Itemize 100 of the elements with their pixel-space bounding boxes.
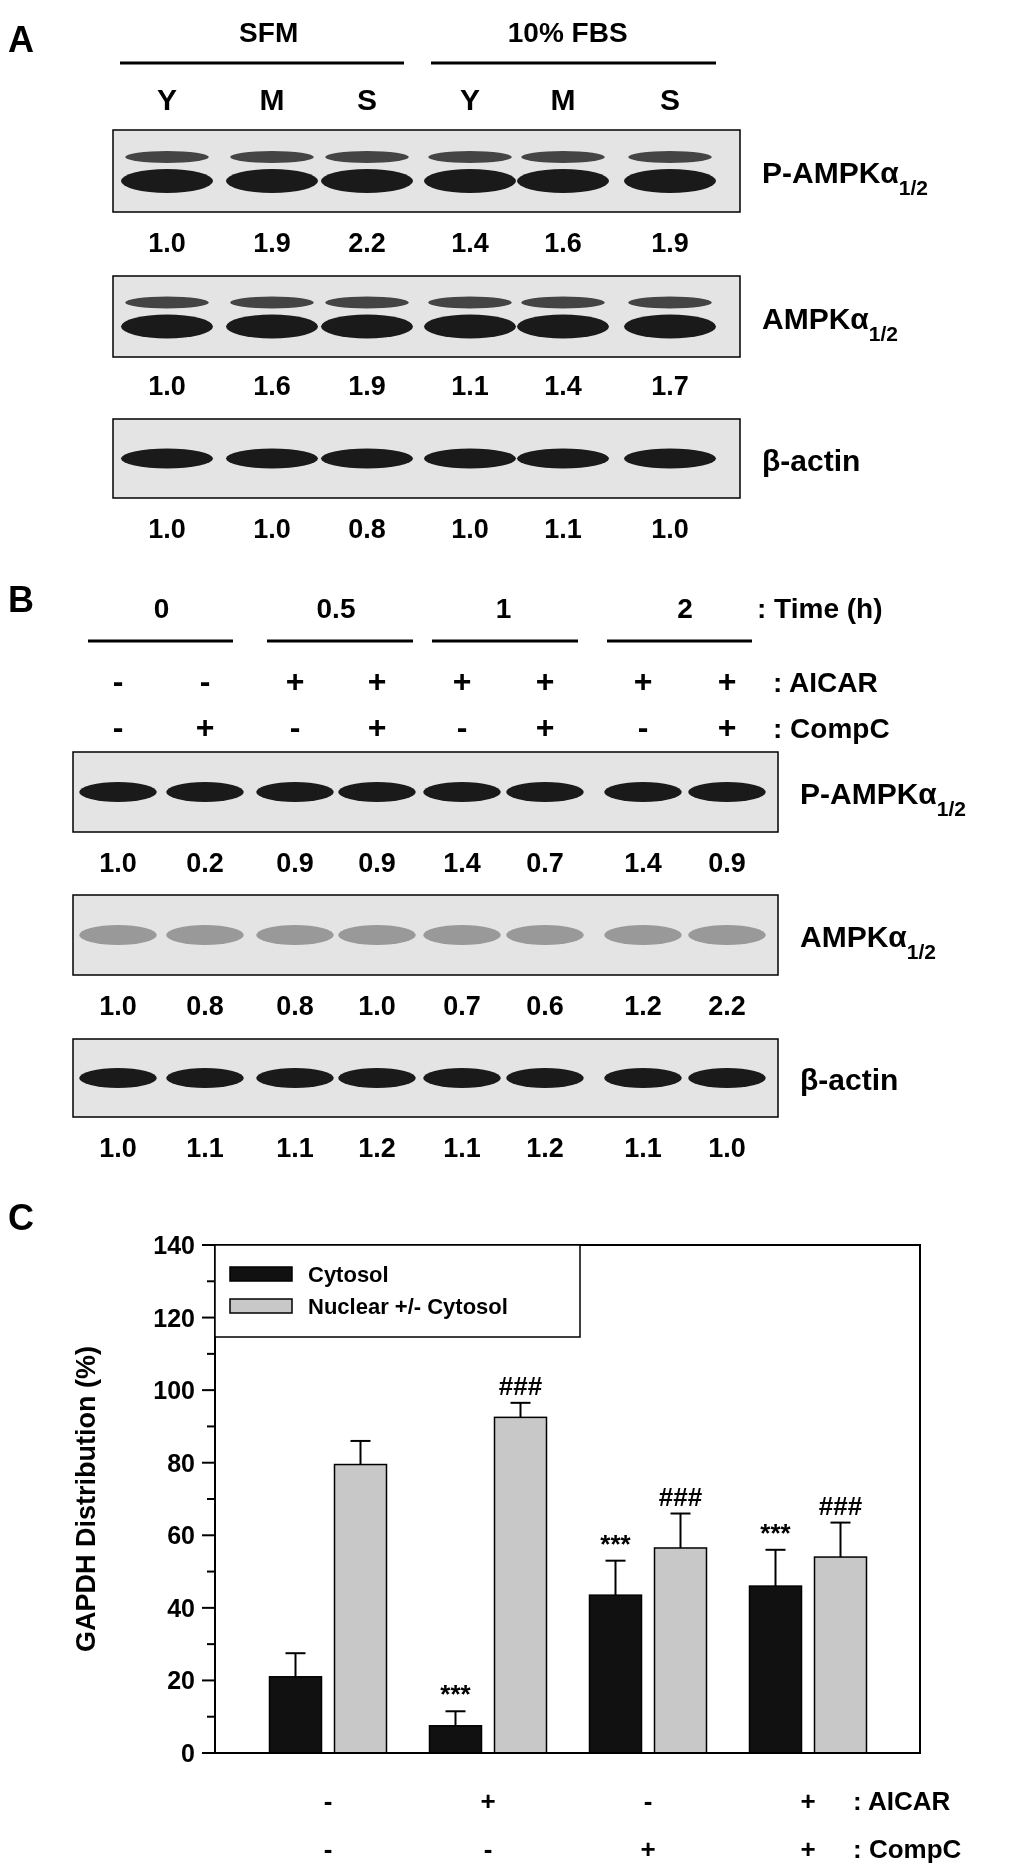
- y-tick-label: 60: [167, 1521, 195, 1550]
- legend-label: Cytosol: [308, 1262, 389, 1287]
- data-label: 1.7: [651, 371, 689, 401]
- data-label: 1.2: [624, 991, 662, 1021]
- text: : CompC: [773, 713, 890, 744]
- chart-title: C: [8, 1197, 34, 1238]
- text: +: [800, 1786, 816, 1816]
- legend-label: AMPKα$_{1/2}$: [762, 301, 898, 344]
- data-label: 1.2: [358, 1133, 396, 1163]
- data-label: 1.0: [148, 228, 186, 258]
- data-label: 0.8: [348, 514, 386, 544]
- data-label: 0.9: [708, 848, 746, 878]
- data-label: 1.4: [624, 848, 662, 878]
- legend-label: P-AMPKα$_{1/2}$: [800, 777, 966, 820]
- text: 2: [677, 593, 693, 624]
- category-label: +: [717, 709, 737, 745]
- data-label: 1.0: [99, 991, 137, 1021]
- category-label: -: [112, 709, 124, 745]
- y-tick-label: 20: [167, 1666, 195, 1695]
- data-label: 1.6: [544, 228, 582, 258]
- category-label: -: [289, 709, 301, 745]
- text: B: [8, 579, 34, 620]
- legend-label: β-actin: [762, 443, 861, 477]
- data-label: 2.2: [708, 991, 746, 1021]
- data-label: 1.0: [358, 991, 396, 1021]
- text: +: [452, 663, 472, 699]
- data-label: 1.0: [708, 1133, 746, 1163]
- text: SFM: [239, 17, 299, 48]
- text: +: [367, 663, 387, 699]
- text: +: [285, 663, 305, 699]
- y-tick-label: 120: [153, 1303, 195, 1332]
- category-label: -: [456, 709, 468, 745]
- data-label: ###: [498, 1370, 543, 1401]
- data-label: 0.9: [276, 848, 314, 878]
- data-label: 1.0: [99, 1133, 137, 1163]
- data-label: 0.8: [186, 991, 224, 1021]
- category-label: Y: [156, 83, 178, 116]
- data-label: 1.4: [544, 371, 582, 401]
- data-label: ###: [818, 1490, 863, 1521]
- text: 10% FBS: [507, 17, 628, 48]
- text: +: [535, 663, 555, 699]
- text: -: [112, 663, 124, 699]
- text: +: [717, 663, 737, 699]
- data-label: 0.7: [526, 848, 564, 878]
- y-tick-label: 0: [181, 1739, 195, 1767]
- data-label: 1.9: [348, 371, 386, 401]
- text: +: [480, 1786, 496, 1816]
- y-tick-label: 140: [153, 1231, 195, 1259]
- data-label: 0.8: [276, 991, 314, 1021]
- data-label: 0.6: [526, 991, 564, 1021]
- data-label: 1.6: [253, 371, 291, 401]
- data-label: 1.0: [651, 514, 689, 544]
- data-label: ***: [440, 1679, 472, 1710]
- y-tick-label: 80: [167, 1448, 195, 1477]
- data-label: 1.0: [253, 514, 291, 544]
- data-label: 1.2: [526, 1133, 564, 1163]
- data-label: 1.4: [451, 228, 489, 258]
- text: +: [800, 1834, 816, 1863]
- legend-label: AMPKα$_{1/2}$: [800, 920, 936, 963]
- text: 0.5: [316, 593, 356, 624]
- category-label: S: [659, 83, 681, 116]
- text: A: [8, 19, 34, 60]
- data-label: 1.4: [443, 848, 481, 878]
- category-label: S: [356, 83, 378, 116]
- data-label: 2.2: [348, 228, 386, 258]
- text: +: [640, 1834, 656, 1863]
- data-label: 1.1: [186, 1133, 224, 1163]
- text: -: [199, 663, 211, 699]
- legend-label: β-actin: [800, 1063, 899, 1096]
- data-label: 1.0: [148, 371, 186, 401]
- data-label: ***: [760, 1517, 792, 1548]
- data-label: 1.0: [148, 514, 186, 544]
- text: -: [643, 1786, 653, 1816]
- legend-label: Nuclear +/- Cytosol: [308, 1294, 508, 1319]
- data-label: 0.2: [186, 848, 224, 878]
- data-label: 1.1: [276, 1133, 314, 1163]
- data-label: 1.0: [451, 514, 489, 544]
- category-label: +: [535, 709, 555, 745]
- data-label: 0.7: [443, 991, 481, 1021]
- legend-label: P-AMPKα$_{1/2}$: [762, 156, 928, 199]
- data-label: 1.0: [99, 848, 137, 878]
- text: : AICAR: [773, 667, 878, 698]
- category-label: -: [637, 709, 649, 745]
- data-label: 1.9: [651, 228, 689, 258]
- data-label: 0.9: [358, 848, 396, 878]
- y-axis-title: GAPDH Distribution (%): [71, 1346, 101, 1652]
- y-tick-label: 100: [153, 1376, 195, 1405]
- text: 1: [495, 593, 512, 624]
- text: : AICAR: [853, 1786, 951, 1816]
- text: : Time (h): [757, 593, 883, 624]
- text: -: [323, 1786, 333, 1816]
- text: -: [483, 1834, 493, 1863]
- text: +: [633, 663, 653, 699]
- text: -: [323, 1834, 333, 1863]
- data-label: 1.9: [253, 228, 291, 258]
- data-label: ###: [658, 1481, 703, 1512]
- y-tick-label: 40: [167, 1593, 195, 1622]
- data-label: 1.1: [624, 1133, 662, 1163]
- category-label: M: [259, 83, 285, 116]
- data-label: ***: [600, 1528, 632, 1559]
